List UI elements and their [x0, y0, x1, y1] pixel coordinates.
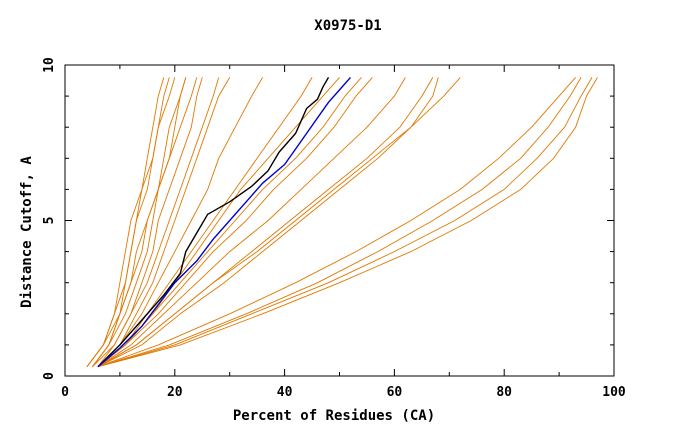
series-line-model-18: [97, 77, 461, 368]
y-tick-label: 10: [42, 57, 57, 73]
series-line-model-09: [97, 77, 231, 368]
series-line-model-12: [97, 77, 340, 368]
series-line-model-17: [97, 77, 439, 368]
y-tick-label: 5: [42, 217, 57, 225]
series-line-model-06: [92, 77, 198, 367]
y-tick-label: 0: [42, 372, 57, 380]
series-line-model-21: [97, 77, 593, 368]
chart-title: X0975-D1: [314, 18, 381, 34]
series-line-model-20: [97, 77, 582, 368]
x-tick-label: 60: [387, 385, 403, 400]
series-line-model-14: [97, 77, 373, 368]
series-line-model-13: [97, 77, 362, 368]
series-line-model-02: [86, 77, 170, 367]
series-layer: [86, 76, 598, 368]
series-line-model-15: [97, 77, 406, 368]
series-line-model-19: [97, 77, 576, 368]
tick-layer: 0 20 40 60 80 100 0 5 10: [42, 57, 626, 400]
series-line-model-black: [97, 77, 330, 368]
series-line-model-11: [97, 77, 313, 368]
x-axis-label: Percent of Residues (CA): [233, 408, 435, 424]
series-line-model-05: [92, 77, 187, 367]
series-line-model-08: [97, 77, 220, 367]
y-axis-label: Distance Cutoff, A: [19, 156, 35, 308]
x-tick-label: 100: [602, 385, 626, 400]
x-tick-label: 40: [277, 385, 293, 400]
x-tick-label: 20: [167, 385, 183, 400]
series-line-model-blue: [97, 76, 352, 368]
series-line-model-22: [97, 77, 598, 368]
x-tick-label: 0: [61, 385, 69, 400]
series-line-model-10: [97, 77, 263, 368]
x-tick-label: 80: [496, 385, 512, 400]
